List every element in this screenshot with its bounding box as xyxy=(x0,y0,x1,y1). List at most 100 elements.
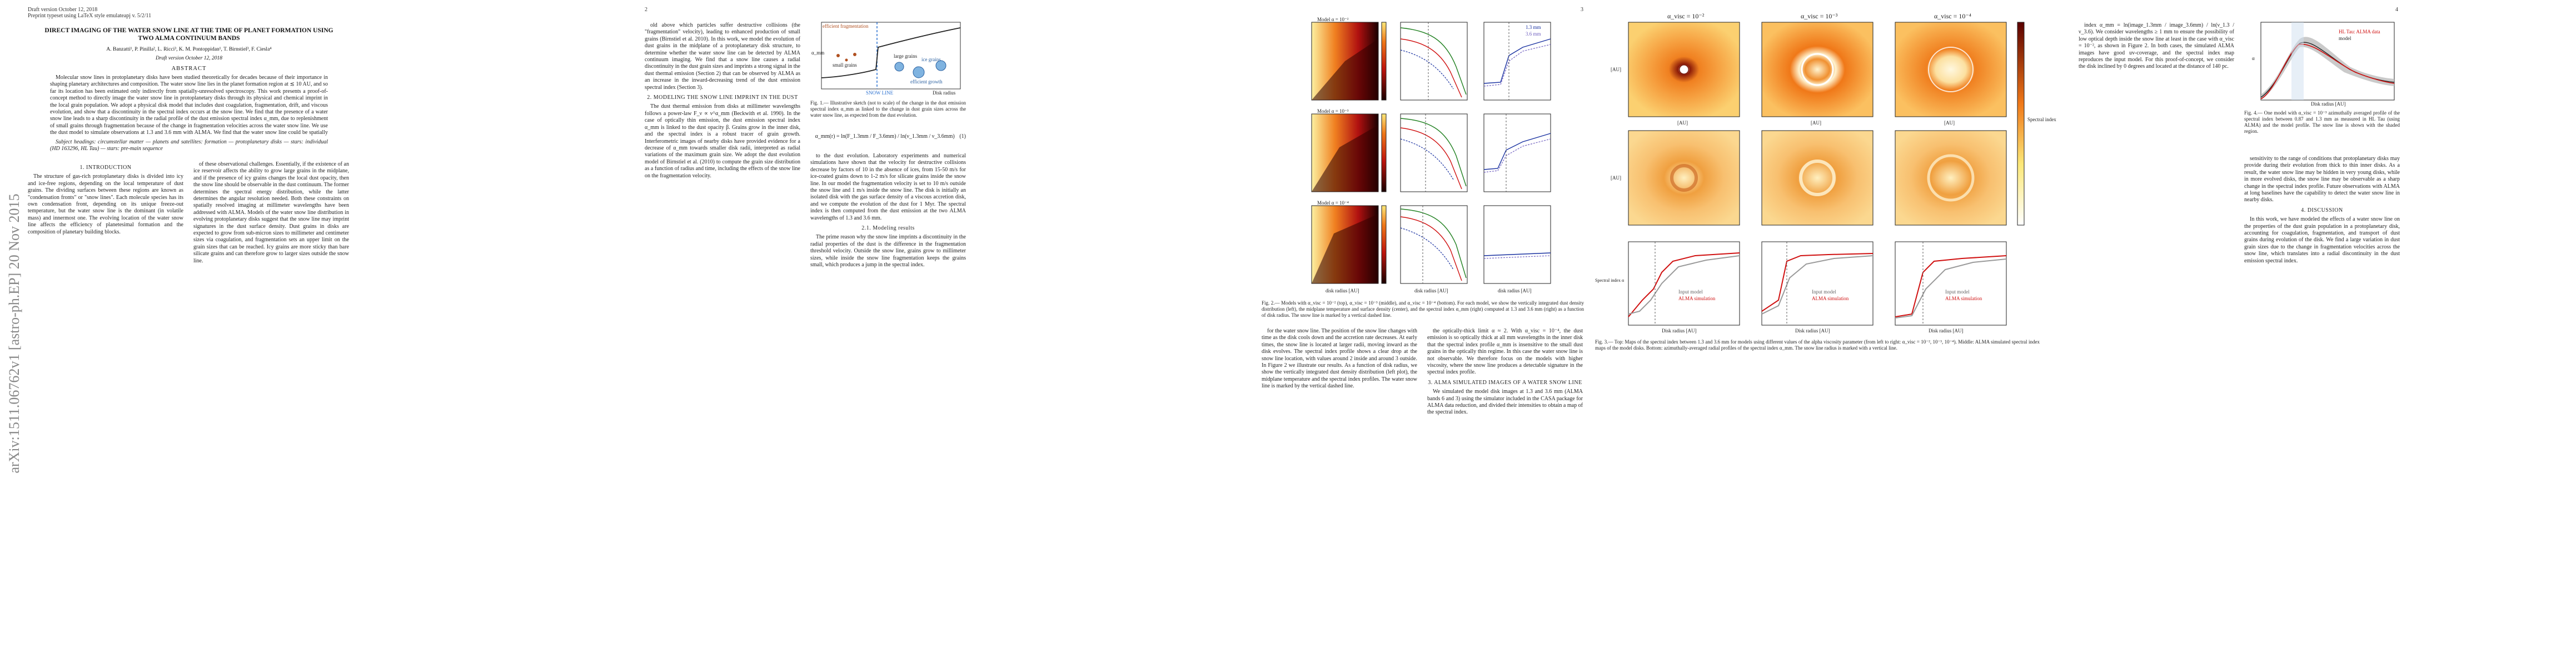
figure-1-caption: Fig. 1.— Illustrative sketch (not to sca… xyxy=(810,100,966,118)
figure-3: α_visc = 10⁻² α_visc = 10⁻³ α_visc = 10⁻… xyxy=(1595,11,2067,367)
figure-3-xlabel-1: [AU] xyxy=(1677,120,1688,126)
figure-4-snowline-region xyxy=(2291,22,2304,100)
figure-2-row-2-label: Model α = 10⁻³ xyxy=(1317,108,1349,114)
figure-3-legend-input-1: Input model xyxy=(1678,289,1703,295)
figure-4-caption: Fig. 4.— One model with α_visc = 10⁻³ az… xyxy=(2244,110,2400,134)
figure-3-legend-alma-3: ALMA simulation xyxy=(1945,296,1982,301)
page3-paragraph-3: We simulated the model disk images at 1.… xyxy=(1427,389,1583,416)
page2-paragraph-3: to the dust evolution. Laboratory experi… xyxy=(810,153,966,221)
figure-1-sketch xyxy=(821,22,961,89)
figure-2-row-2 xyxy=(1311,113,1551,192)
figure-2-xaxis-1: disk radius [AU] xyxy=(1326,288,1359,293)
figure-4: HL Tau: ALMA data model Disk radius [AU]… xyxy=(2244,17,2400,150)
page4-paragraph-2: sensitivity to the range of conditions t… xyxy=(2244,156,2400,203)
figure-3-xaxis-bottom-3: Disk radius [AU] xyxy=(1929,328,1964,334)
figure-3-xlabel-3: [AU] xyxy=(1944,120,1955,126)
figure-1-xaxis: Disk radius xyxy=(933,90,956,96)
figure-2-legend-1: 1.3 mm xyxy=(1526,24,1541,30)
figure-4-xaxis: Disk radius [AU] xyxy=(2311,101,2346,107)
page3-paragraph-2: the optically-thick limit α ≈ 2. With α_… xyxy=(1427,328,1583,376)
page1-right-paragraph: of these observational challenges. Essen… xyxy=(193,161,349,264)
arxiv-stamp-text: arXiv:1511.06762v1 [astro-ph.EP] 20 Nov … xyxy=(6,193,22,474)
page1-column-left: 1. INTRODUCTION The structure of gas-ric… xyxy=(28,161,183,650)
figure-2-xaxis-2: disk radius [AU] xyxy=(1414,288,1448,293)
paper-title: DIRECT IMAGING OF THE WATER SNOW LINE AT… xyxy=(44,27,333,42)
section-modeling: 2. MODELING THE SNOW LINE IMPRINT IN THE… xyxy=(647,94,798,101)
page3-paragraph-1: for the water snow line. The position of… xyxy=(1262,328,1417,390)
figure-3-caption: Fig. 3.— Top: Maps of the spectral index… xyxy=(1595,339,2040,351)
section-alma-simulated: 3. ALMA SIMULATED IMAGES OF A WATER SNOW… xyxy=(1428,379,1582,386)
header-preprint: Preprint typeset using LaTeX style emula… xyxy=(28,13,152,19)
figure-1-small-label: small grains xyxy=(833,62,857,68)
figure-3-legend-alma-1: ALMA simulation xyxy=(1678,296,1716,301)
paper-date: Draft version October 12, 2018 xyxy=(155,56,223,61)
figure-2-row-3-label: Model α = 10⁻⁴ xyxy=(1317,200,1349,206)
page4-column-left: index α_mm = ln(image_1.3mm / image_3.6m… xyxy=(2079,22,2234,650)
figure-3-yaxis-bottom: Spectral index α xyxy=(1595,278,1625,283)
figure-3-colorbar-label: Spectral index xyxy=(2027,117,2056,122)
page2-equation: α_mm(r) = ln(F_1.3mm / F_3.6mm) / ln(ν_1… xyxy=(810,133,966,150)
figure-2-row-1-label: Model α = 10⁻² xyxy=(1317,17,1349,22)
figure-1-large-grain xyxy=(913,66,925,78)
figure-4-model-line xyxy=(2260,43,2395,99)
page-3: 3 xyxy=(1262,0,1584,667)
arxiv-stamp: arXiv:1511.06762v1 [astro-ph.EP] 20 Nov … xyxy=(3,139,26,528)
section-introduction: 1. INTRODUCTION xyxy=(79,165,132,171)
header-draft: Draft version October 12, 2018 xyxy=(28,7,98,13)
figure-4-legend-obs: HL Tau: ALMA data xyxy=(2339,29,2380,34)
section-modeling-results: 2.1. Modeling results xyxy=(861,225,915,232)
page2-paragraph-2: The dust thermal emission from disks at … xyxy=(645,103,800,179)
section-discussion: 4. DISCUSSION xyxy=(2301,207,2343,213)
figure-3-title-2: α_visc = 10⁻³ xyxy=(1801,12,1838,20)
figure-1-yaxis: α_mm xyxy=(811,50,825,56)
figure-1-frame xyxy=(821,22,961,89)
page1-column-right: of these observational challenges. Essen… xyxy=(193,161,349,650)
page-2: 2 old above which particles suffer destr… xyxy=(645,0,967,667)
page-number: 2 xyxy=(645,7,647,13)
abstract-heading: ABSTRACT xyxy=(171,66,207,72)
figure-3-xaxis-bottom-2: Disk radius [AU] xyxy=(1795,328,1830,334)
figure-4-plot xyxy=(2260,22,2395,101)
figure-1-ice-label: ice grains xyxy=(921,57,941,62)
figure-3-legend-alma-2: ALMA simulation xyxy=(1812,296,1849,301)
figure-1-large-label: large grains xyxy=(894,53,918,59)
figure-3-legend-input-2: Input model xyxy=(1812,289,1836,295)
figure-3-profiles xyxy=(1628,241,2007,326)
intro-paragraph: The structure of gas-rich protoplanetary… xyxy=(28,173,183,235)
page-1: Draft version October 12, 2018 Preprint … xyxy=(28,0,350,667)
page2-column-left: old above which particles suffer destruc… xyxy=(645,22,800,650)
figure-1-left-label: efficient fragmentation xyxy=(823,23,869,29)
figure-1-large-grain xyxy=(935,60,946,71)
figure-1-alpha-curve xyxy=(821,27,961,78)
figure-2-xaxis-3: disk radius [AU] xyxy=(1498,288,1532,293)
paper-authors: A. Banzatti¹, P. Pinilla², L. Ricci³, K.… xyxy=(106,47,272,52)
figure-3-alma-maps xyxy=(1628,130,2007,226)
figure-2-panels xyxy=(1311,22,1551,284)
subject-headings-text: Subject headings: circumstellar matter —… xyxy=(50,139,328,152)
figure-3-ylabel-top: [AU] xyxy=(1611,67,1621,72)
figure-2-row-1 xyxy=(1311,22,1551,101)
figure-4-legend-model: model xyxy=(2339,36,2351,41)
page-4: index α_mm = ln(image_1.3mm / image_3.6m… xyxy=(2079,0,2401,667)
figure-1-right-label: efficient growth xyxy=(910,79,943,84)
figure-3-legend-input-3: Input model xyxy=(1945,289,1970,295)
figure-1-small-grain xyxy=(845,58,848,62)
figure-2-legend-2: 3.6 mm xyxy=(1526,31,1541,37)
page2-paragraph-4: The prime reason why the snow line impri… xyxy=(810,234,966,268)
figure-4-yaxis: α xyxy=(2252,56,2255,61)
figure-3-title-1: α_visc = 10⁻² xyxy=(1667,12,1705,20)
page-4-number: 4 xyxy=(2395,7,2398,13)
figure-3-ylabel-mid: [AU] xyxy=(1611,175,1621,181)
figure-1: efficient fragmentation efficient growth… xyxy=(810,17,966,128)
equation-1: α_mm(r) = ln(F_1.3mm / F_3.6mm) / ln(ν_1… xyxy=(815,133,955,140)
page2-column-right: to the dust evolution. Laboratory experi… xyxy=(810,153,966,650)
equation-1-label: (1) xyxy=(959,133,966,140)
page-header: Draft version October 12, 2018 Preprint … xyxy=(28,7,151,19)
figure-1-snowline-label: SNOW LINE xyxy=(866,90,894,96)
page2-paragraph-1: old above which particles suffer destruc… xyxy=(645,22,800,91)
figure-1-large-grain xyxy=(894,62,904,72)
figure-3-xlabel-2: [AU] xyxy=(1811,120,1821,126)
page4-column-right: sensitivity to the range of conditions t… xyxy=(2244,156,2400,650)
figure-3-xaxis-bottom-1: Disk radius [AU] xyxy=(1662,328,1697,334)
page4-paragraph-3: In this work, we have modeled the effect… xyxy=(2244,216,2400,264)
